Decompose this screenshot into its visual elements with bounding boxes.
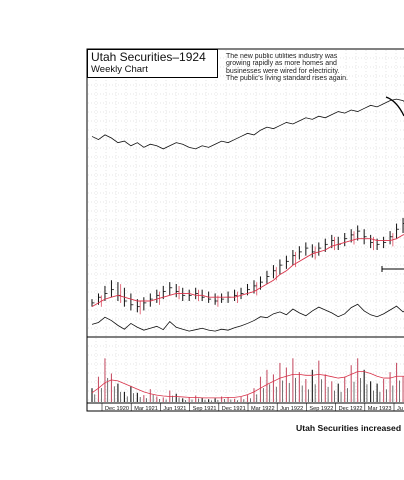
lower-indicator-layer bbox=[91, 303, 404, 332]
date-tick-label: Jun 1922 bbox=[280, 406, 303, 412]
relative-strength-layer bbox=[91, 98, 404, 150]
date-tick-label: Sep 1922 bbox=[309, 406, 333, 412]
date-tick-label: Dec 1921 bbox=[222, 406, 246, 412]
annotation-text: The new public utilities industry was gr… bbox=[226, 53, 404, 83]
annotation-arrow bbox=[385, 96, 404, 117]
date-tick-label: Dec 1922 bbox=[339, 406, 363, 412]
relative-strength-line bbox=[91, 98, 404, 150]
moving-average-line bbox=[91, 234, 404, 308]
chart-title-box: Utah Securities–1924 Weekly Chart bbox=[87, 49, 218, 78]
date-tick-label: Mar 1922 bbox=[251, 406, 275, 412]
annotation-line: growing rapidly as more homes and bbox=[226, 60, 337, 68]
moving-average-layer bbox=[91, 234, 404, 308]
chart-grid bbox=[88, 50, 404, 402]
chart-subtitle: Weekly Chart bbox=[91, 64, 148, 75]
chart-frame bbox=[86, 48, 404, 412]
date-tick-label: Dec 1920 bbox=[105, 406, 129, 412]
date-tick-label: Jun 1921 bbox=[163, 406, 186, 412]
chart-title: Utah Securities–1924 bbox=[91, 50, 206, 64]
date-tick-label: Mar 1921 bbox=[134, 406, 158, 412]
volume-layer bbox=[91, 358, 404, 402]
price-bars-layer bbox=[91, 217, 404, 315]
lower-indicator-line bbox=[91, 303, 404, 332]
date-tick-label: Mar 1923 bbox=[368, 406, 392, 412]
date-tick-label: Sep 1921 bbox=[193, 406, 217, 412]
annotation-line: The public's living standard rises again… bbox=[226, 75, 348, 83]
volume-average-line bbox=[91, 371, 404, 399]
date-tick-label: Ju bbox=[397, 406, 403, 412]
annotation-line: The new public utilities industry was bbox=[226, 53, 338, 60]
date-axis-labels: Dec 1920 Mar 1921 Jun 1921 Sep 1921 Dec 1921… bbox=[101, 403, 403, 412]
annotation-line: businesses were wired for electricity. bbox=[226, 67, 340, 75]
figure-caption: Utah Securities increased bbox=[296, 423, 402, 433]
